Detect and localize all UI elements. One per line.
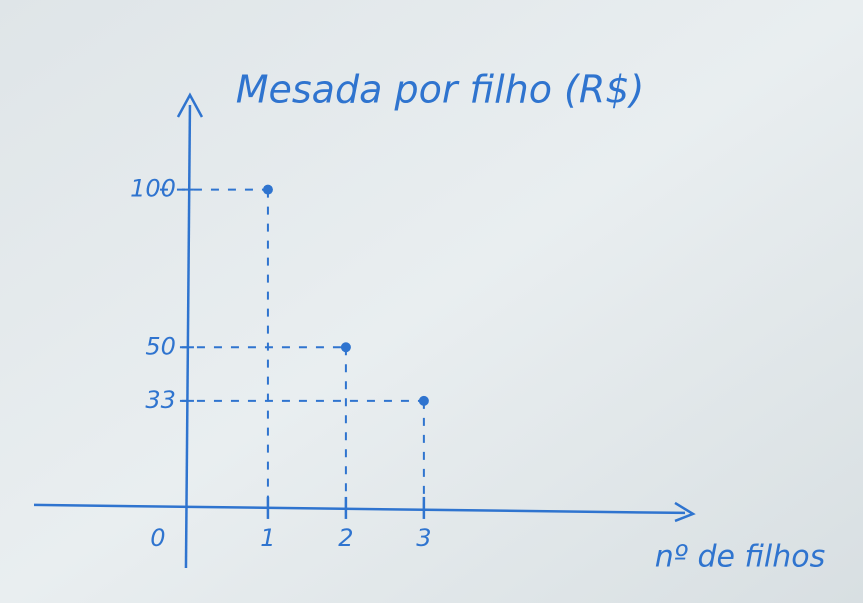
point bbox=[340, 342, 351, 353]
y-tick-label: 50 bbox=[145, 332, 176, 360]
x-axis-label: nº de filhos bbox=[655, 540, 825, 575]
chart-title: Mesada por filho (R$) bbox=[236, 68, 645, 112]
x-tick-label: 1 bbox=[260, 524, 275, 552]
y-tick-label: 100 bbox=[130, 175, 176, 203]
point bbox=[262, 184, 273, 195]
point bbox=[418, 395, 429, 406]
x-tick-label: 2 bbox=[338, 524, 353, 552]
x-tick-label: 0 bbox=[150, 524, 165, 552]
y-axis bbox=[184, 104, 192, 569]
x-axis-arrow bbox=[674, 501, 696, 523]
x-tick-label: 3 bbox=[416, 524, 431, 552]
y-tick-label: 33 bbox=[145, 386, 176, 414]
y-axis-arrow bbox=[176, 92, 204, 118]
x-axis bbox=[33, 503, 686, 515]
